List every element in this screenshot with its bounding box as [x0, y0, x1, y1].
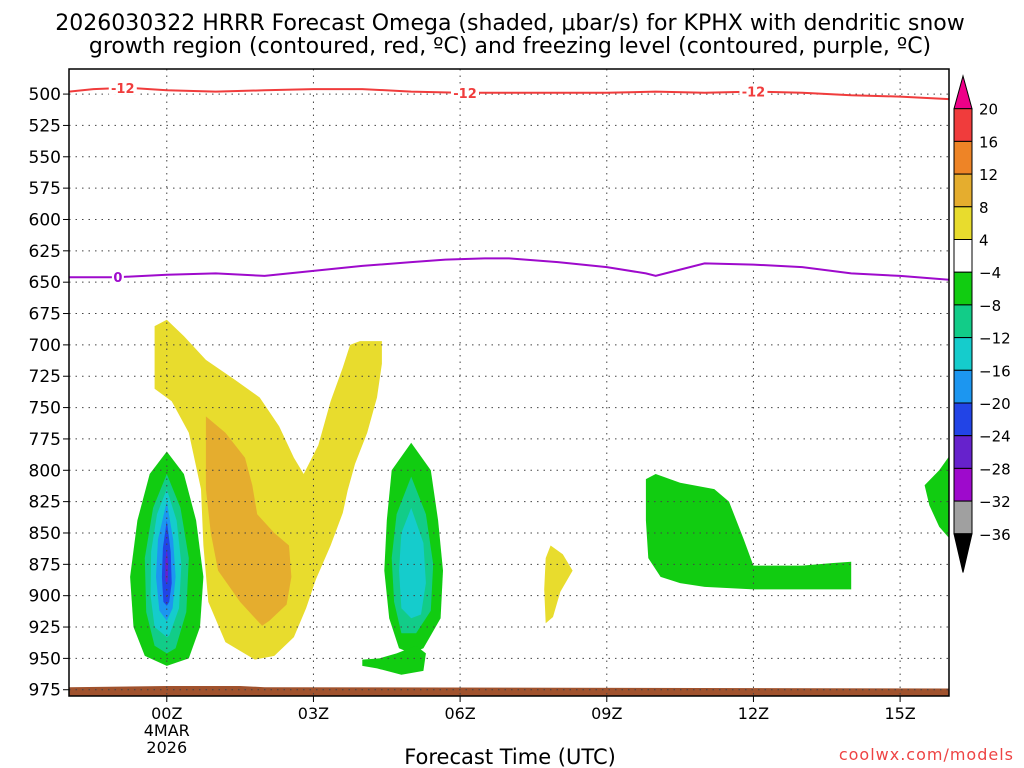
- colorbar-bottom-arrow: [953, 533, 973, 573]
- colorbar: 20 16 12 8 4 −4 −8 −12 −16 −20 −24 −28 −32 −36: [953, 74, 1011, 573]
- x-axis-label: Forecast Time (UTC): [404, 745, 616, 768]
- colorbar-band-8: [953, 337, 973, 371]
- watermark: coolwx.com/models: [839, 745, 1014, 764]
- colorbar-band-10: [953, 402, 973, 437]
- contour-label-bg: [111, 270, 124, 285]
- plot-area: [69, 319, 949, 696]
- contour-label: -12: [742, 86, 766, 101]
- contour-label-bg: [739, 84, 768, 99]
- y-tick-label: 575: [29, 179, 61, 199]
- contour-line-0: [69, 86, 949, 101]
- contour-lines: -12 -12 -12 0: [69, 80, 949, 286]
- y-tick-label: 650: [29, 273, 61, 293]
- y-tick-label: 775: [29, 430, 61, 450]
- y-tick-label: 525: [29, 116, 61, 136]
- colorbar-band-4: [953, 206, 973, 241]
- colorbar-label: −32: [979, 493, 1011, 511]
- colorbar-band-13: [953, 500, 973, 535]
- y-tick-label: 800: [29, 461, 61, 481]
- contour-label-bg: [108, 80, 137, 95]
- x-tick-label: 09Z: [591, 704, 622, 723]
- colorbar-band-11: [953, 435, 973, 469]
- y-tick-label: 950: [29, 649, 61, 669]
- y-tick-label: 700: [29, 336, 61, 356]
- colorbar-label: −36: [979, 526, 1011, 544]
- x-tick-label: 15Z: [884, 704, 915, 723]
- y-tick-label: 925: [29, 618, 61, 638]
- colorbar-label: −4: [979, 264, 1001, 282]
- x-tick-sublabel-date: 4MAR: [144, 721, 190, 740]
- y-tick-label: 850: [29, 524, 61, 544]
- colorbar-label: −8: [979, 297, 1001, 315]
- y-tick-label: 600: [29, 210, 61, 230]
- contour-line-1: [69, 257, 949, 281]
- colorbar-label: 4: [979, 232, 989, 250]
- omega-shaded-region-13: [645, 474, 852, 590]
- grid-lines: [69, 69, 949, 696]
- y-tick-label: 975: [29, 681, 61, 701]
- y-tick-label: 750: [29, 399, 61, 419]
- y-tick-label: 675: [29, 305, 61, 325]
- ground-surface: [69, 686, 949, 696]
- omega-shaded-region-2: [205, 416, 292, 626]
- y-tick-label: 550: [29, 148, 61, 168]
- y-tick-label: 725: [29, 367, 61, 387]
- x-tick-label: 06Z: [444, 704, 475, 723]
- omega-shaded-region-8: [165, 548, 169, 584]
- colorbar-band-6: [953, 271, 973, 306]
- colorbar-band-12: [953, 467, 973, 502]
- contour-label-bg: [451, 85, 479, 100]
- x-tick-label: 12Z: [738, 704, 769, 723]
- colorbar-band-9: [953, 369, 973, 404]
- x-tick-label: 03Z: [298, 704, 329, 723]
- y-tick-label: 825: [29, 493, 61, 513]
- colorbar-label: 12: [979, 166, 998, 184]
- colorbar-top-arrow: [953, 74, 973, 110]
- y-tick-label: 900: [29, 587, 61, 607]
- contour-label: -12: [453, 87, 477, 102]
- chart-title-line-1: 2026030322 HRRR Forecast Omega (shaded, …: [55, 11, 965, 36]
- colorbar-label: 20: [979, 101, 998, 119]
- omega-shaded-region-11: [399, 507, 426, 619]
- colorbar-label: −20: [979, 395, 1011, 413]
- colorbar-band-7: [953, 304, 973, 339]
- y-tick-label: 500: [29, 85, 61, 105]
- colorbar-label: −12: [979, 330, 1011, 348]
- colorbar-band-2: [953, 140, 973, 175]
- contour-label: 0: [113, 271, 122, 286]
- omega-shaded-region-12: [362, 645, 426, 675]
- colorbar-band-3: [953, 173, 973, 208]
- y-tick-label: 625: [29, 242, 61, 262]
- colorbar-label: 8: [979, 199, 989, 217]
- colorbar-label: 16: [979, 133, 998, 151]
- plot-frame: [68, 68, 950, 697]
- y-axis: 500 525 550 575 600 625 650 675 700 725 750 775 800 8…: [29, 85, 69, 701]
- omega-shaded-region-1: [544, 545, 573, 624]
- y-tick-label: 875: [29, 555, 61, 575]
- contour-label: -12: [111, 82, 135, 97]
- omega-shaded-region-0: [154, 319, 382, 660]
- x-tick-sublabel-year: 2026: [146, 738, 187, 757]
- colorbar-label: −16: [979, 362, 1011, 380]
- x-tick-label: 00Z: [151, 704, 182, 723]
- colorbar-label: −28: [979, 460, 1011, 478]
- colorbar-band-5: [953, 239, 973, 273]
- colorbar-label: −24: [979, 428, 1011, 446]
- omega-shaded-region-14: [924, 456, 949, 538]
- colorbar-band-1: [953, 108, 973, 142]
- chart-title-line-2: growth region (contoured, red, ºC) and f…: [89, 34, 931, 59]
